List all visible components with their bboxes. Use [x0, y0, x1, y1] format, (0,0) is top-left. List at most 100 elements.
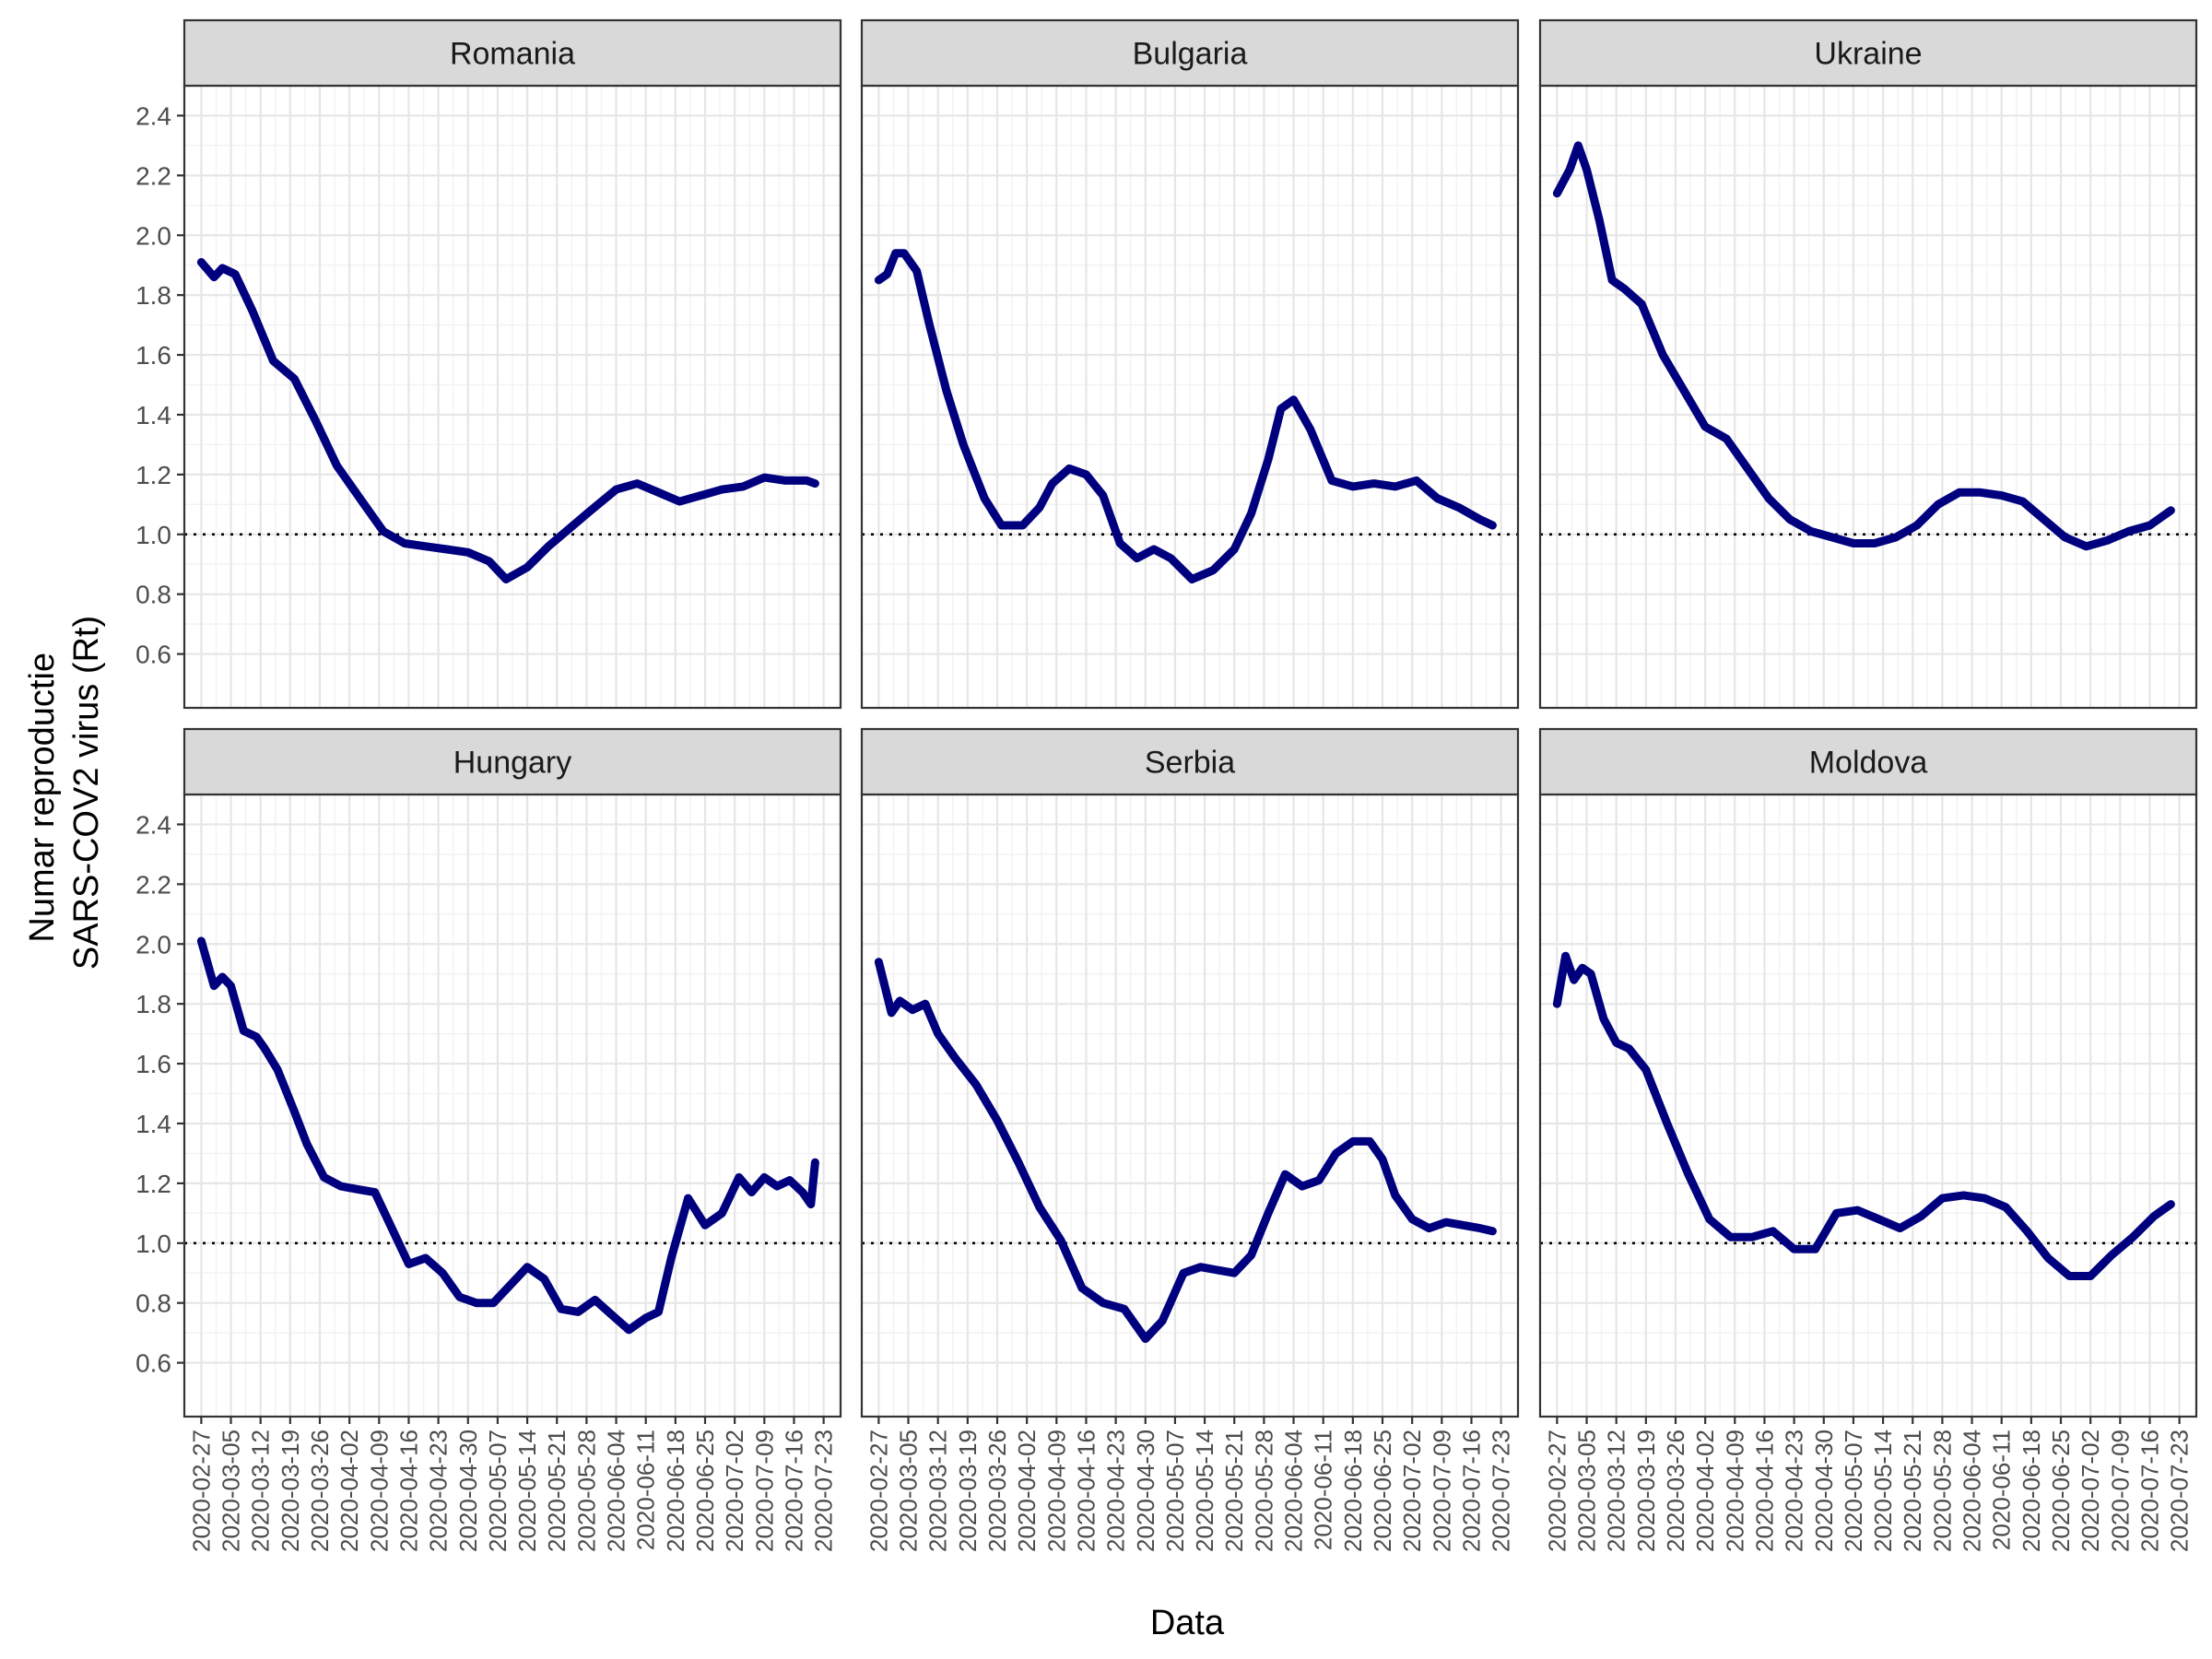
x-tick-label: 2020-05-28	[572, 1430, 600, 1552]
x-tick-label: 2020-07-09	[750, 1430, 778, 1552]
x-tick-label: 2020-04-23	[1781, 1430, 1808, 1552]
x-tick-label: 2020-06-04	[1959, 1430, 1986, 1552]
x-tick-label: 2020-06-04	[603, 1430, 630, 1552]
x-tick-label: 2020-06-04	[1280, 1430, 1308, 1552]
x-tick-label: 2020-04-23	[1102, 1430, 1130, 1552]
x-tick-label: 2020-07-23	[2166, 1430, 2194, 1552]
x-tick-label: 2020-07-09	[1428, 1430, 1455, 1552]
facet-hungary: Hungary 0.6 0.8 1.0 1.2 1.4 1.6 1.8 2.0 2.2 2.4 202…	[135, 727, 842, 1552]
series-line-serbia	[874, 958, 1497, 1344]
y-tick-label: 2.0	[135, 221, 171, 250]
y-tick-label: 1.0	[135, 521, 171, 549]
x-tick-label: 2020-03-19	[1632, 1430, 1660, 1552]
x-tick-label: 2020-06-18	[1339, 1430, 1367, 1552]
y-tick-label: 1.4	[135, 1110, 171, 1138]
x-tick-label: 2020-03-26	[306, 1430, 334, 1552]
x-tick-label: 2020-06-25	[2047, 1430, 2075, 1552]
x-tick-label: 2020-06-18	[662, 1430, 689, 1552]
x-tick-label: 2020-04-09	[1721, 1430, 1748, 1552]
facet-label-moldova: Moldova	[1809, 746, 1928, 781]
x-tick-label: 2020-03-12	[1603, 1430, 1630, 1552]
facet-label-hungary: Hungary	[453, 746, 572, 781]
y-tick-label: 2.4	[135, 810, 171, 839]
y-tick-label: 0.8	[135, 1289, 171, 1318]
facet-romania: Romania 0.6 0.8 1.0 1.2 1.4 1.6 1.8 2.0 2.2 2.4	[135, 18, 842, 710]
x-tick-label: 2020-03-05	[1573, 1430, 1601, 1552]
x-tick-label: 2020-04-02	[1013, 1430, 1041, 1552]
strip-background	[860, 727, 1520, 796]
x-tick-label: 2020-07-02	[2077, 1430, 2104, 1552]
x-tick-label: 2020-04-09	[365, 1430, 393, 1552]
x-tick-label: 2020-04-23	[425, 1430, 453, 1552]
facet-label-serbia: Serbia	[1145, 746, 1235, 781]
x-tick-label: 2020-05-14	[1869, 1430, 1897, 1552]
y-tick-label: 0.6	[135, 641, 171, 669]
x-tick-label: 2020-07-16	[2136, 1430, 2163, 1552]
x-tick-label: 2020-03-12	[924, 1430, 952, 1552]
x-tick-label: 2020-05-28	[1250, 1430, 1277, 1552]
x-tick-label: 2020-03-19	[276, 1430, 304, 1552]
x-tick-label: 2020-03-26	[983, 1430, 1011, 1552]
x-tick-label: 2020-03-05	[218, 1430, 245, 1552]
x-tick-label: 2020-04-09	[1042, 1430, 1070, 1552]
x-tick-label: 2020-05-21	[1899, 1430, 1926, 1552]
x-tick-label: 2020-05-14	[1191, 1430, 1218, 1552]
x-axis-title: Data	[1150, 1604, 1225, 1642]
x-tick-label: 2020-05-28	[1928, 1430, 1956, 1552]
y-tick-label: 1.8	[135, 990, 171, 1018]
x-tick-label: 2020-03-26	[1662, 1430, 1689, 1552]
y-tick-label: 2.0	[135, 930, 171, 959]
x-tick-label: 2020-02-27	[187, 1430, 215, 1552]
series-line-hungary	[196, 936, 819, 1335]
x-tick-label: 2020-04-30	[1132, 1430, 1159, 1552]
x-tick-label: 2020-05-07	[1161, 1430, 1189, 1552]
x-tick-label: 2020-03-19	[954, 1430, 982, 1552]
series-line-romania	[196, 258, 819, 583]
x-tick-label: 2020-05-21	[1220, 1430, 1248, 1552]
facet-label-romania: Romania	[450, 37, 575, 72]
x-tick-label: 2020-06-11	[1310, 1430, 1337, 1550]
facet-label-ukraine: Ukraine	[1814, 37, 1922, 72]
strip-background	[182, 727, 842, 796]
y-axis-title-line-1: Numar reproductie	[23, 653, 62, 943]
series-line-moldova	[1552, 951, 2175, 1280]
x-tick-label: 2020-07-23	[810, 1430, 838, 1552]
y-tick-label: 1.6	[135, 341, 171, 370]
y-axis-title: Numar reproductie SARS-COV2 virus (Rt)	[23, 616, 106, 970]
x-tick-label: 2020-06-18	[2018, 1430, 2045, 1552]
x-tick-label: 2020-06-25	[691, 1430, 719, 1552]
x-tick-label: 2020-02-27	[1543, 1430, 1571, 1552]
y-tick-label: 2.2	[135, 870, 171, 899]
x-tick-label: 2020-06-25	[1369, 1430, 1396, 1552]
x-tick-label: 2020-05-14	[513, 1430, 541, 1552]
x-tick-label: 2020-04-02	[335, 1430, 363, 1552]
y-tick-label: 1.2	[135, 1170, 171, 1198]
x-tick-label: 2020-03-05	[895, 1430, 923, 1552]
x-tick-label: 2020-06-11	[632, 1430, 660, 1550]
x-tick-label: 2020-07-16	[1457, 1430, 1485, 1552]
x-tick-label: 2020-04-02	[1691, 1430, 1719, 1552]
strip-background	[182, 18, 842, 88]
y-axis-title-line-2: SARS-COV2 virus (Rt)	[67, 616, 106, 970]
y-tick-label: 2.4	[135, 101, 171, 130]
y-tick-label: 0.6	[135, 1349, 171, 1378]
strip-background	[860, 18, 1520, 88]
series-line-ukraine	[1552, 141, 2175, 551]
strip-background	[1538, 18, 2198, 88]
x-tick-label: 2020-04-30	[454, 1430, 482, 1552]
facet-bulgaria: Bulgaria	[860, 18, 1520, 710]
strip-background	[1538, 727, 2198, 796]
y-tick-label: 2.2	[135, 161, 171, 190]
x-tick-label: 2020-05-21	[543, 1430, 571, 1552]
y-tick-label: 1.2	[135, 461, 171, 489]
y-tick-label: 1.4	[135, 401, 171, 429]
x-tick-label: 2020-07-09	[2106, 1430, 2134, 1552]
x-tick-label: 2020-05-07	[1840, 1430, 1867, 1552]
y-tick-label: 1.6	[135, 1050, 171, 1078]
x-tick-label: 2020-04-16	[394, 1430, 422, 1552]
x-tick-label: 2020-06-11	[1988, 1430, 2016, 1550]
x-tick-label: 2020-07-23	[1488, 1430, 1515, 1552]
x-tick-label: 2020-03-12	[247, 1430, 275, 1552]
